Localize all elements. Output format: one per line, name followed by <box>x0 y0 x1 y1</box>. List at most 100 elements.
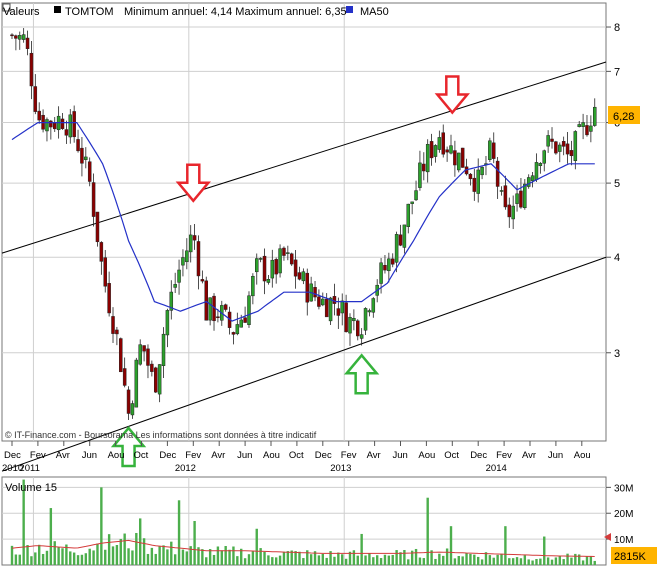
volume-bar <box>399 552 402 565</box>
candle-body <box>581 122 585 127</box>
candle-body <box>321 298 325 306</box>
volume-bar <box>313 551 317 565</box>
candle-body <box>425 144 430 173</box>
volume-bar <box>232 546 235 565</box>
candle-body <box>359 334 364 339</box>
volume-bar <box>127 548 130 565</box>
candle-body <box>169 291 174 311</box>
candle-body <box>286 252 290 254</box>
volume-tick-label: 20M <box>614 509 633 520</box>
last-price-badge <box>608 106 640 124</box>
volume-bar <box>375 555 379 565</box>
volume-bar <box>228 549 231 565</box>
candle-body <box>80 147 84 164</box>
volume-bar <box>243 558 247 565</box>
volume-bar <box>197 547 200 565</box>
volume-bar <box>80 554 84 565</box>
x-tick-label: Oct <box>444 450 459 461</box>
candle-body <box>262 255 267 282</box>
volume-bar <box>438 553 441 565</box>
volume-bar <box>504 526 507 565</box>
candle-body <box>173 284 177 288</box>
volume-bar <box>445 548 449 565</box>
candle-body <box>266 279 271 283</box>
volume-bar <box>267 555 270 565</box>
volume-bar <box>22 479 25 565</box>
candle-body <box>204 280 208 321</box>
candle-body <box>258 258 263 260</box>
candle-body <box>289 253 294 265</box>
x-tick-label: Aou <box>108 450 125 461</box>
ticker-swatch-icon <box>54 6 61 13</box>
x-tick-label: Avr <box>56 450 70 461</box>
volume-bar <box>181 549 185 565</box>
volume-bar <box>88 548 91 565</box>
x-tick-label: Avr <box>522 450 536 461</box>
volume-bar <box>387 555 391 565</box>
last-price-value: 6,28 <box>613 111 634 123</box>
volume-bar <box>111 546 115 565</box>
candle-body <box>507 204 512 218</box>
volume-bar <box>104 549 107 565</box>
volume-bar <box>220 550 223 565</box>
candle-body <box>445 149 449 153</box>
candle-body <box>515 193 519 204</box>
volume-bar <box>461 556 464 565</box>
candle-body <box>542 150 546 164</box>
x-tick-label: Dec <box>315 450 332 461</box>
volume-bar <box>240 548 243 565</box>
volume-bar <box>166 549 169 565</box>
volume-bar <box>488 555 492 565</box>
volume-bar <box>263 551 266 565</box>
candle-body <box>538 163 543 167</box>
price-tick-label: 5 <box>614 178 620 190</box>
candle-body <box>468 173 473 180</box>
volume-bar <box>523 555 527 565</box>
candle-body <box>367 310 372 313</box>
legend-box-icon <box>2 3 11 12</box>
volume-bar <box>410 550 414 565</box>
volume-bar <box>309 554 313 565</box>
price-tick-label: 8 <box>614 22 620 34</box>
volume-bar <box>30 556 33 565</box>
volume-bar <box>76 555 80 565</box>
volume-bar <box>158 546 161 565</box>
candle-body <box>49 120 53 128</box>
volume-bars <box>10 479 596 565</box>
x-tick-label: Jun <box>393 450 408 461</box>
volume-bar <box>554 557 558 565</box>
candle-body <box>181 257 185 266</box>
volume-bar <box>131 550 134 565</box>
volume-bar <box>271 557 274 565</box>
volume-bar <box>298 551 301 565</box>
volume-bar <box>360 533 363 565</box>
candle-body <box>52 122 57 130</box>
price-tick-label: 7 <box>614 66 620 78</box>
candle-body <box>223 304 228 310</box>
volume-bar <box>302 558 305 565</box>
candle-body <box>394 234 399 263</box>
candle-body <box>293 259 298 277</box>
candle-body <box>255 258 259 273</box>
candle-body <box>340 300 344 314</box>
candle-body <box>130 403 135 416</box>
volume-title: Volume 15 <box>5 482 57 494</box>
volume-bar <box>566 553 569 565</box>
candle-body <box>18 35 22 40</box>
x-axis: Dec Fev Avr Jun Aou Oct Dec Fev Avr Jun Aou Oct Dec F… <box>2 441 591 474</box>
candle-body <box>243 317 247 323</box>
volume-bar <box>407 559 410 565</box>
volume-bar <box>515 557 519 565</box>
x-tick-label: Aou <box>418 450 435 461</box>
volume-bar <box>173 554 177 565</box>
x-tick-label: Aou <box>574 450 591 461</box>
candle-body <box>138 344 142 365</box>
volume-tick-label: 10M <box>614 535 633 546</box>
candle-body <box>29 52 34 87</box>
candle-body <box>282 247 286 256</box>
candle-body <box>126 389 131 414</box>
candle-body <box>422 163 426 172</box>
volume-marker-icon <box>604 533 611 541</box>
candle-body <box>185 250 189 263</box>
candle-body <box>371 298 376 313</box>
